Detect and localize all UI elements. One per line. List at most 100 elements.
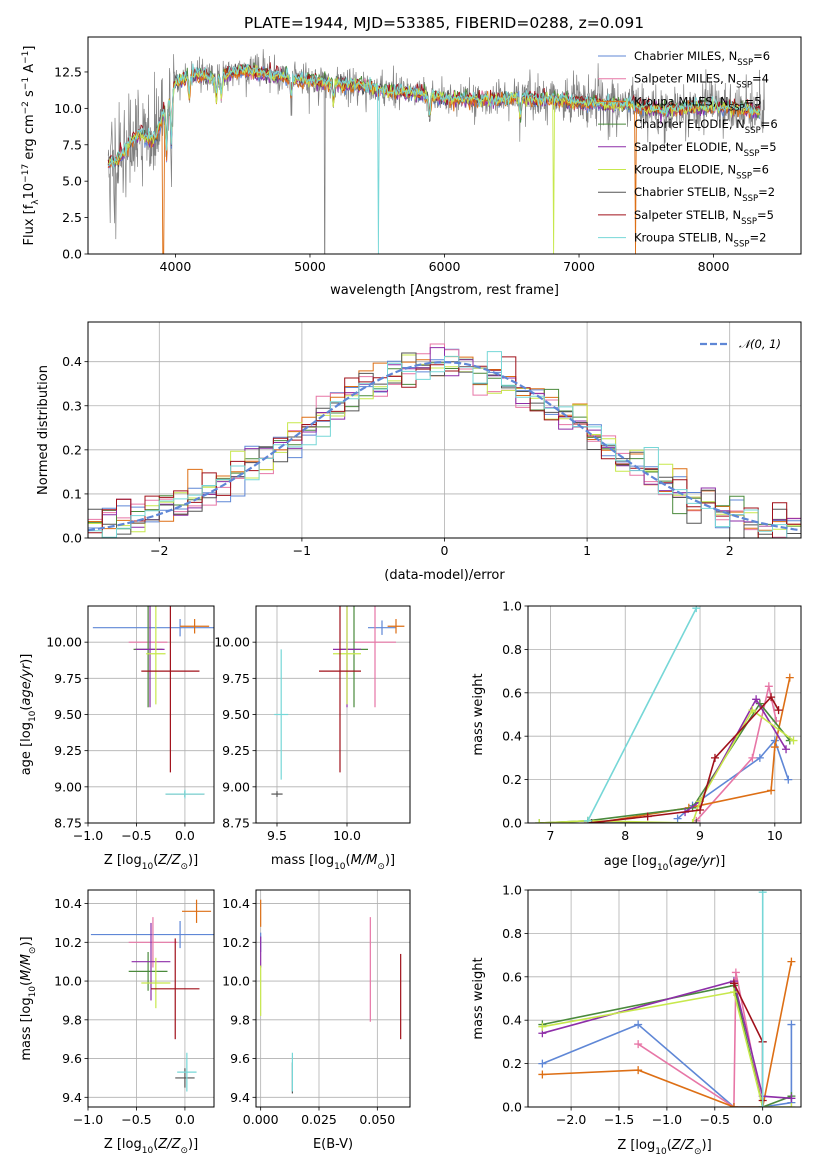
series-marker-salpeter-elodie (787, 1094, 796, 1103)
y-axis-label: mass [log10(M/M⊙)] (19, 936, 38, 1060)
series-marker-salpeter-miles (634, 1040, 643, 1049)
series-marker-kroupa-miles (538, 1070, 547, 1079)
x-tick-label: 0.050 (359, 1112, 395, 1127)
x-tick-label: 8 (621, 828, 629, 843)
y-axis-label: mass weight (471, 957, 486, 1039)
y-tick-label: 10.0 (222, 974, 250, 989)
label-part: ⊙ (377, 862, 385, 872)
y-tick-label: 9.6 (62, 1051, 82, 1066)
label-part: )] (19, 936, 34, 946)
legend-label-prefix: Kroupa MILES, N (634, 94, 729, 108)
legend-label-suffix: =6 (753, 49, 770, 63)
x-axis-label: (data-model)/error (384, 568, 505, 583)
label-part: 10 (28, 710, 38, 722)
label-part: 10 (22, 183, 37, 200)
label-part: −2 (21, 101, 31, 114)
x-tick-label: 2 (726, 543, 734, 558)
x-tick-label: 0.0 (175, 1112, 195, 1127)
label-part: ⊙ (28, 947, 38, 955)
label-part: )] (385, 853, 395, 868)
errorbars (271, 606, 405, 797)
x-tick-label: 5000 (294, 259, 326, 274)
model-spectrum-kroupa-elodie (108, 64, 761, 254)
label-part: mass [log (19, 997, 34, 1060)
series-marker-salpeter-elodie (752, 695, 761, 704)
y-tick-label: 9.00 (222, 779, 250, 794)
legend-label-sub: SSP (741, 217, 757, 227)
legend-label-suffix: =5 (744, 94, 761, 108)
x-tick-label: 1 (583, 543, 591, 558)
series-marker-kroupa-elodie (789, 736, 798, 745)
label-part: 10 (657, 863, 669, 873)
x-tick-label: 10.0 (333, 828, 361, 843)
axes-residuals: −2 −1 0 1 2 0.0 0.1 0.2 0.3 0.4 (data-model)/error… (36, 321, 802, 583)
label-part: 10 (655, 1147, 667, 1157)
y-tick-label: 0.0 (62, 531, 82, 546)
series-marker-salpeter-elodie (782, 745, 791, 754)
x-tick-label: 0.000 (243, 1112, 279, 1127)
x-tick-label: −1.0 (73, 1112, 103, 1127)
label-part: Z/Z (671, 1138, 695, 1153)
label-part: ( (153, 1137, 158, 1152)
y-axis-label: mass weight (471, 673, 486, 755)
series-line-salpeter-miles (695, 686, 778, 822)
legend-label-chabrier-stelib: Chabrier STELIB, NSSP=2 (634, 185, 775, 204)
series-marker-chabrier-miles (634, 1020, 643, 1029)
legend-label-suffix: =6 (761, 117, 778, 131)
legend-label-salpeter-stelib: Salpeter STELIB, NSSP=5 (634, 208, 774, 227)
series-line-salpeter-elodie (542, 980, 792, 1100)
y-tick-label: 9.25 (54, 743, 82, 758)
axes-frame (87, 36, 802, 255)
legend-label-sub: SSP (742, 194, 758, 204)
series-marker-kroupa-elodie (729, 987, 738, 996)
axes-frame (87, 605, 215, 824)
series-marker-chabrier-miles (538, 1059, 547, 1068)
axes-frame (87, 321, 802, 539)
errorbars (90, 899, 214, 1092)
series-marker-kroupa-miles (785, 673, 794, 682)
label-part: )] (715, 854, 725, 869)
y-tick-label: 7.5 (62, 137, 82, 152)
label-part: Z/Z (157, 853, 181, 868)
x-tick-label: −2 (150, 543, 168, 558)
label-part: −1 (21, 51, 31, 64)
y-tick-label: 0.0 (62, 247, 82, 262)
y-tick-label: 9.00 (54, 779, 82, 794)
legend-label-suffix: =4 (752, 72, 769, 86)
legend-label-sub: SSP (736, 172, 752, 182)
label-part: ( (668, 854, 673, 869)
label-part: ( (19, 706, 34, 711)
label-part: −1 (21, 77, 31, 90)
legend-label-kroupa-miles: Kroupa MILES, NSSP=5 (634, 94, 761, 113)
legend-label-suffix: =5 (757, 208, 774, 222)
series-marker-kroupa-stelib (583, 816, 592, 823)
legend-label-normal: 𝒩(0, 1) (739, 337, 781, 351)
y-tick-label: 10.2 (222, 935, 250, 950)
label-part: )] (188, 853, 198, 868)
label-part: )] (19, 654, 34, 664)
legend-label-chabrier-miles: Chabrier MILES, NSSP=6 (634, 49, 770, 68)
x-tick-label: −1 (293, 543, 311, 558)
legend-label-sub: SSP (745, 126, 761, 136)
legend-label-prefix: Kroupa STELIB, N (634, 231, 734, 245)
series-marker-chabrier-stelib (692, 819, 701, 823)
y-tick-label: 1.0 (502, 883, 522, 898)
y-tick-label: 9.8 (230, 1012, 250, 1027)
legend-label-prefix: Kroupa ELODIE, N (634, 163, 736, 177)
y-tick-label: 0.2 (502, 1056, 522, 1071)
axes-frame (527, 605, 802, 824)
y-tick-label: 0.4 (502, 729, 522, 744)
y-tick-label: 9.50 (54, 707, 82, 722)
label-part: −17 (21, 164, 31, 183)
legend-label-prefix: Salpeter MILES, N (634, 72, 736, 86)
mass-weight-lines (535, 606, 798, 823)
x-axis-label: Z [log10(Z/Z⊙)] (104, 853, 198, 872)
axes-spectrum: 4000 5000 6000 7000 8000 0.0 2.5 5.0 7.5 10.0 12.5… (21, 36, 802, 298)
series-marker-kroupa-stelib (692, 606, 701, 613)
figure-title: PLATE=1944, MJD=53385, FIBERID=0288, z=0… (244, 14, 644, 32)
legend-label-prefix: Chabrier STELIB, N (634, 185, 742, 199)
x-tick-label: −2.0 (556, 1112, 586, 1127)
label-part: 10 (142, 1146, 154, 1156)
y-tick-label: 9.4 (230, 1090, 250, 1105)
